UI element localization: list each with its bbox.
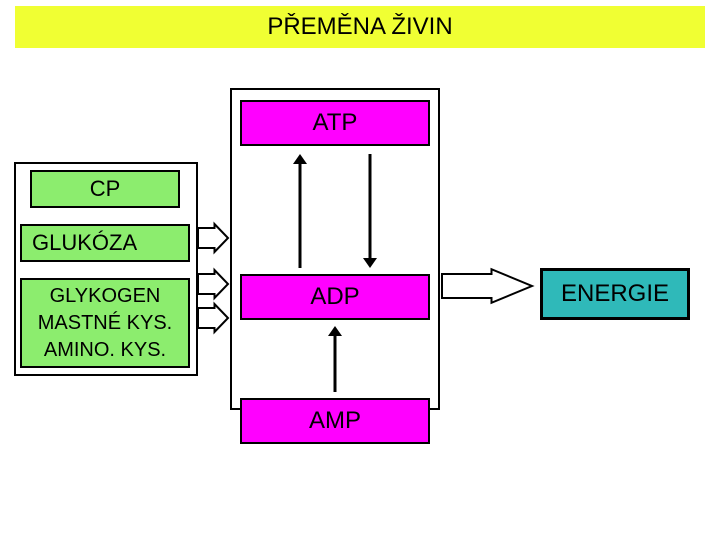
node-cp: CP xyxy=(30,170,180,208)
node-amp: AMP xyxy=(240,398,430,444)
node-adp: ADP xyxy=(240,274,430,320)
title-bar: PŘEMĚNA ŽIVIN xyxy=(15,6,705,48)
node-substrates: GLYKOGEN MASTNÉ KYS. AMINO. KYS. xyxy=(20,278,190,368)
node-atp: ATP xyxy=(240,100,430,146)
node-amp-label: AMP xyxy=(309,407,361,435)
node-cp-label: CP xyxy=(90,176,121,202)
node-adp-label: ADP xyxy=(310,283,359,311)
node-substrates-label: GLYKOGEN MASTNÉ KYS. AMINO. KYS. xyxy=(38,283,172,364)
node-energie-label: ENERGIE xyxy=(561,280,669,308)
title-text: PŘEMĚNA ŽIVIN xyxy=(267,13,452,41)
node-atp-label: ATP xyxy=(313,109,358,137)
node-glukoza-label: GLUKÓZA xyxy=(32,230,137,256)
diagram-stage: PŘEMĚNA ŽIVIN CP GLUKÓZA GLYKOGEN MASTNÉ… xyxy=(0,0,720,540)
node-glukoza: GLUKÓZA xyxy=(20,224,190,262)
node-energie: ENERGIE xyxy=(540,268,690,320)
